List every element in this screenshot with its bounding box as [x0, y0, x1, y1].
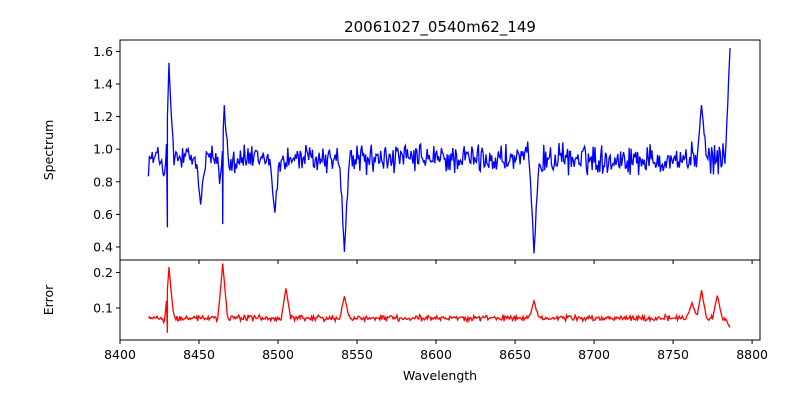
spectrum-axes-frame [119, 39, 761, 261]
error-series-line [147, 263, 731, 333]
error-y-axis-label: Error [41, 284, 56, 315]
x-tick-label: 8550 [341, 347, 373, 362]
spectrum-y-tick-label: 1.2 [93, 109, 113, 124]
x-axis-label: Wavelength [403, 368, 477, 383]
spectrum-y-tick-label: 1.4 [93, 77, 113, 92]
x-tick-label: 8700 [578, 347, 610, 362]
x-tick-label: 8400 [104, 347, 136, 362]
spectrum-y-tick-label: 0.8 [93, 174, 113, 189]
error-x-ticks: 8400 8450 8500 8550 8600 8650 8700 8750 8800 [104, 340, 768, 362]
spectrum-y-tick-label: 0.4 [93, 239, 113, 254]
x-tick-label: 8750 [657, 347, 689, 362]
spectrum-x-tickmarks [119, 260, 753, 264]
spectrum-y-ticks: 0.4 0.6 0.8 1.0 1.2 1.4 1.6 [93, 44, 120, 254]
spectrum-panel: 0.4 0.6 0.8 1.0 1.2 1.4 1.6 Spectrum [41, 39, 761, 264]
error-panel: 0.10.2 8400 8450 8500 8550 8600 8650 8700 8750 8… [41, 259, 768, 362]
error-axes-frame [119, 259, 761, 341]
error-y-tick-label: 0.2 [93, 265, 113, 280]
spectrum-y-tick-label: 1.0 [93, 142, 113, 157]
spectrum-series-line [147, 48, 731, 254]
x-tick-label: 8500 [262, 347, 294, 362]
spectrum-y-tick-label: 1.6 [93, 44, 113, 59]
spectrum-y-tick-label: 0.6 [93, 207, 113, 222]
error-y-ticks: 0.1 0.2 [93, 265, 120, 316]
spectrum-y-axis-label: Spectrum [41, 120, 56, 181]
x-tick-label: 8450 [183, 347, 215, 362]
x-tick-label: 8650 [499, 347, 531, 362]
error-y-tick-label: 0.1 [93, 301, 113, 316]
chart-title: 20061027_0540m62_149 [344, 18, 536, 37]
x-tick-label: 8600 [420, 347, 452, 362]
x-tick-label: 8800 [736, 347, 768, 362]
